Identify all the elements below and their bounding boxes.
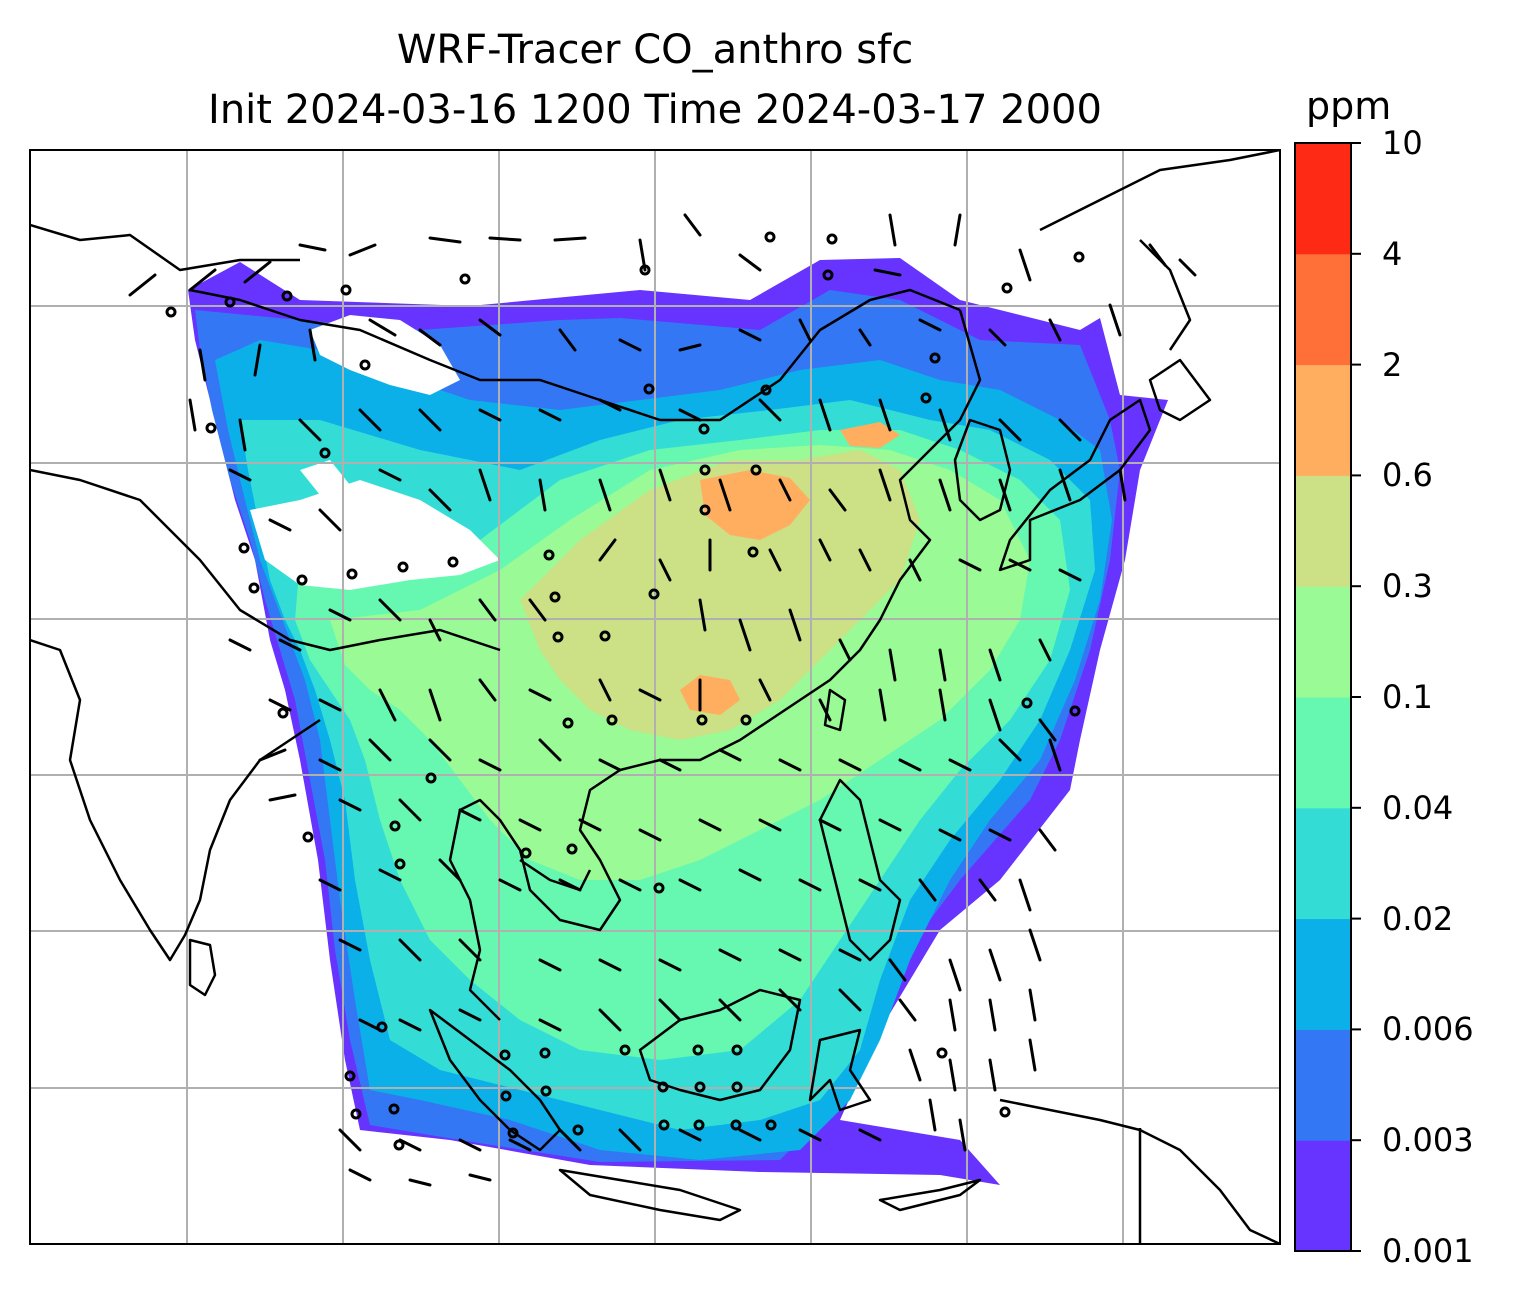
field-layer-olive (520, 450, 920, 740)
wind-barb (338, 928, 1042, 992)
field-gap-tibet (250, 480, 500, 590)
colorbar-segment (1295, 918, 1351, 1030)
colorbar-segment (1295, 807, 1351, 920)
colorbar-tick-label: 4 (1382, 234, 1403, 273)
field-gap-plateau (300, 460, 350, 495)
coastline-sakhalin-kamchatka (1039, 150, 1280, 351)
coastline-korea (953, 418, 1012, 522)
colorbar-unit-label: ppm (1306, 84, 1392, 128)
border-russia-north (30, 223, 300, 272)
coastline-india (30, 638, 321, 962)
map-title: WRF-Tracer CO_anthro sfc (396, 27, 914, 73)
colorbar-segment (1295, 143, 1351, 255)
calm-wind-markers (165, 231, 1085, 1151)
coastline-hokkaido (1148, 358, 1212, 422)
colorbar-segment (1295, 253, 1351, 366)
wind-barbs (128, 213, 1197, 1187)
colorbar-segment (1295, 475, 1351, 587)
colorbar-tick-label: 0.1 (1382, 678, 1433, 716)
colorbar-segment (1295, 697, 1351, 809)
coastline-indochina (448, 758, 661, 1021)
wind-barb (268, 678, 1057, 742)
wind-barb (198, 318, 1062, 382)
wind-barb (348, 1098, 967, 1187)
coastline-sri-lanka (188, 938, 217, 997)
wind-barb (128, 213, 902, 297)
coastline-java (558, 1168, 742, 1222)
map-plot-area (30, 150, 1280, 1244)
coastline-gulf-thailand (519, 858, 592, 892)
wind-barb (598, 538, 1082, 582)
colorbar-tick-label: 0.003 (1382, 1121, 1474, 1160)
colorbar-tick-label: 0.001 (1382, 1232, 1474, 1270)
map-subtitle: Init 2024-03-16 1200 Time 2024-03-17 200… (208, 87, 1102, 133)
wind-barb (358, 988, 1037, 1032)
field-layer-orange-2 (680, 675, 740, 715)
coastlines-borders (30, 150, 1280, 1244)
colorbar-tick-label: 0.006 (1382, 1010, 1474, 1049)
field-layer-orange-3 (840, 422, 900, 448)
colorbar-segments (1295, 143, 1351, 1252)
coastline-timor (878, 1178, 982, 1212)
colorbar-segment (1295, 586, 1351, 698)
wind-barb (258, 738, 1062, 772)
wind-barb (268, 793, 1057, 852)
colorbar-tick-label: 0.6 (1382, 456, 1433, 495)
coastline-philippines (818, 778, 902, 962)
colorbar-segment (1295, 1029, 1351, 1141)
colorbar-tick-label: 10 (1382, 124, 1423, 162)
coastline-new-guinea (999, 1098, 1280, 1244)
field-gap-northwest (310, 315, 460, 395)
wind-barb (338, 1038, 1037, 1152)
colorbar-ticks (1351, 142, 1361, 1252)
colorbar-tick-label: 2 (1382, 345, 1403, 384)
wind-barb (228, 598, 1052, 682)
colorbar-tick-label: 0.02 (1382, 899, 1454, 938)
colorbar-tick-label: 0.04 (1382, 788, 1454, 827)
colorbar (1294, 142, 1361, 1252)
wind-barb (888, 213, 1197, 337)
coastline-sulawesi (808, 1028, 872, 1112)
coastline-china-east (660, 309, 982, 762)
coastline-japan (998, 398, 1152, 572)
coastline-borneo (638, 988, 802, 1102)
colorbar-segment (1295, 364, 1351, 476)
wind-barb (188, 398, 1082, 452)
wind-barb (318, 858, 1032, 912)
wind-barb (228, 468, 1127, 532)
colorbar-tick-label: 0.3 (1382, 567, 1433, 606)
map-frame (29, 149, 1281, 1245)
colorbar-segment (1295, 1140, 1351, 1252)
coastline-sumatra (428, 1008, 562, 1152)
co-concentration-field (188, 258, 1168, 1185)
border-himalaya (30, 468, 501, 652)
